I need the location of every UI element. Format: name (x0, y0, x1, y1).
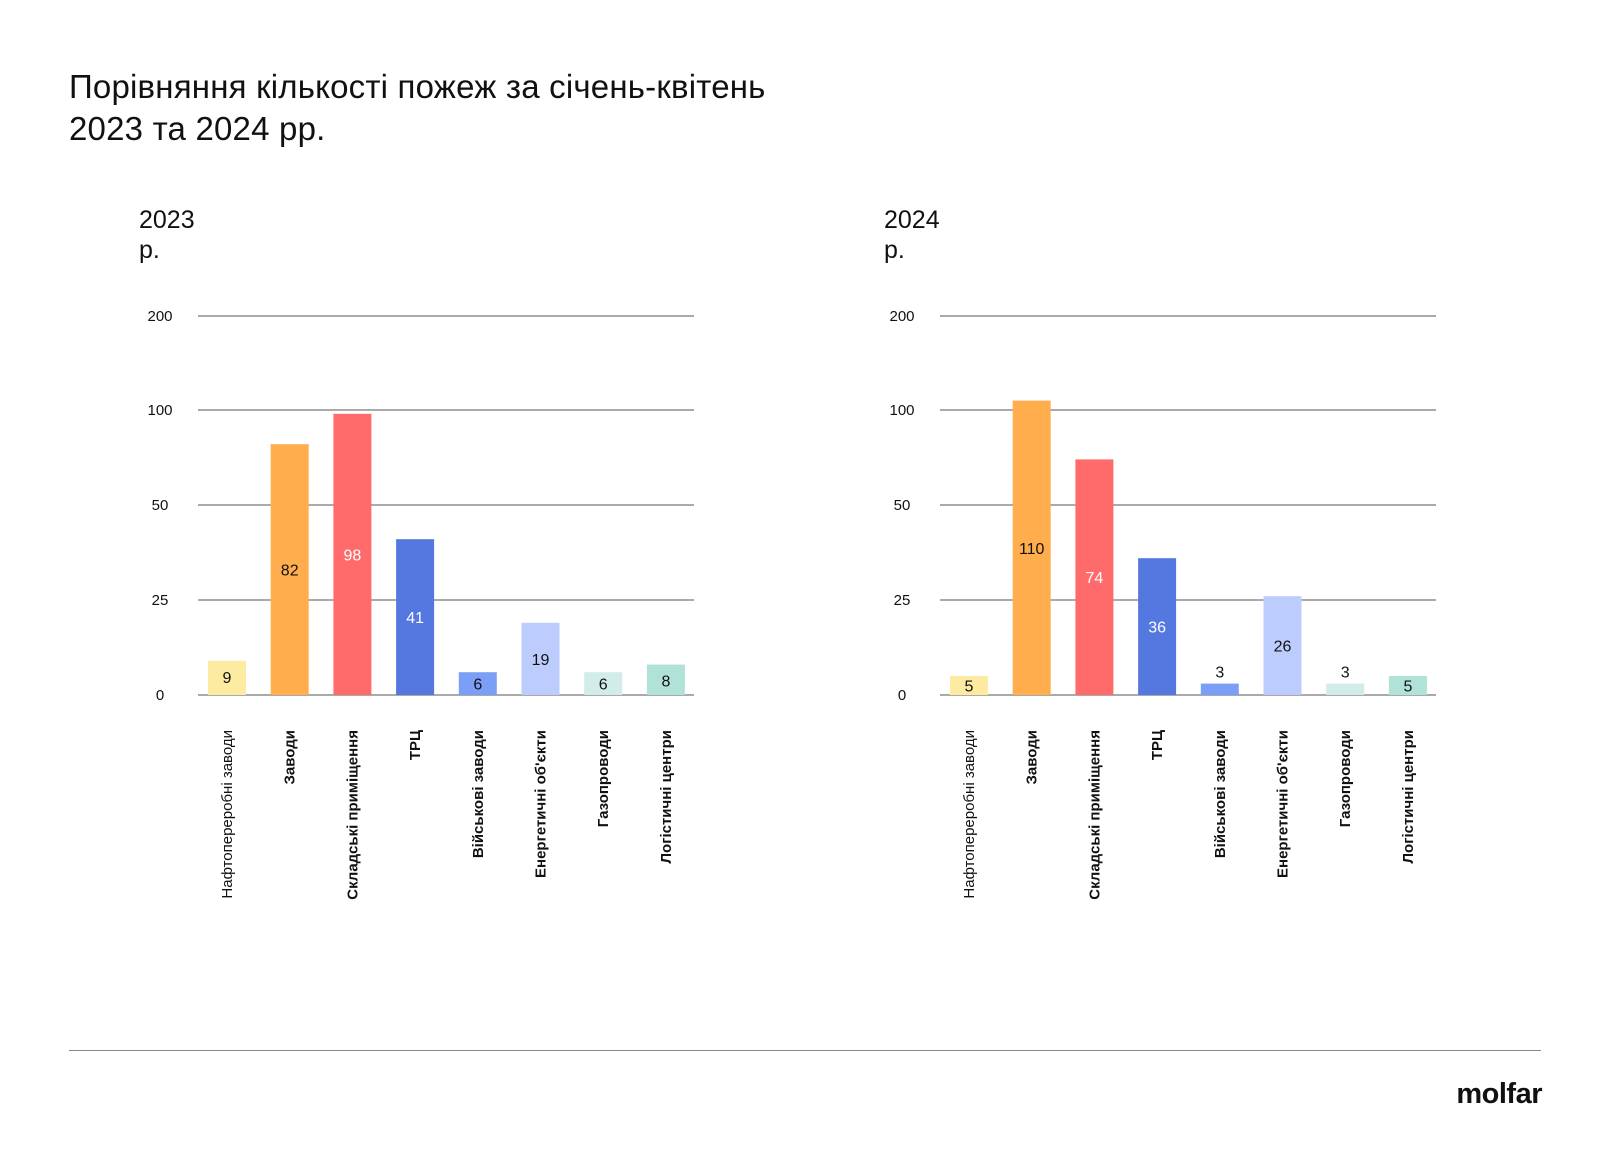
bar-value-label: 19 (532, 652, 550, 669)
y-tick-label: 25 (894, 592, 911, 609)
category-label: Логістичні центри (1400, 730, 1417, 863)
category-label: Нафтопереробні заводи (961, 730, 978, 899)
y-tick-label: 200 (889, 308, 914, 325)
bar-6 (1326, 683, 1365, 695)
bar-value-label: 6 (599, 677, 608, 694)
y-tick-label: 50 (152, 497, 169, 514)
bar-2 (1075, 459, 1114, 695)
bar-value-label: 3 (1215, 665, 1224, 682)
title-line-2: 2023 та 2024 рр. (69, 110, 326, 147)
bar-0 (208, 660, 246, 695)
bar-6 (584, 672, 623, 695)
bar-2 (333, 413, 372, 695)
bar-4 (1200, 683, 1239, 695)
bar-5 (1263, 596, 1302, 695)
title-line-1: Порівняння кількості пожеж за січень-кві… (69, 68, 766, 105)
page-title: Порівняння кількості пожеж за січень-кві… (69, 66, 766, 150)
category-label: Енергетичні об'єкти (533, 730, 550, 878)
category-label: Військові заводи (470, 730, 487, 858)
bar-5 (521, 622, 560, 695)
bar-0 (950, 676, 988, 695)
bar-3 (396, 539, 435, 695)
bar-value-label: 5 (965, 679, 974, 696)
category-label: Складські приміщення (344, 730, 361, 900)
category-label: ТРЦ (407, 730, 424, 760)
chart-svg-2023: 0 25 50 100 200 9 Нафтопереробні заводи 82 Завод… (147, 308, 694, 900)
chart-title-2023: 2023 р. (139, 206, 195, 264)
bar-value-label: 110 (1019, 541, 1045, 558)
chart-title-2024: 2024 р. (884, 206, 940, 264)
y-tick-label: 25 (152, 592, 169, 609)
category-label: Військові заводи (1212, 730, 1229, 858)
y-tick-label: 0 (898, 687, 906, 704)
bar-value-label: 36 (1148, 620, 1166, 637)
y-tick-label: 50 (894, 497, 911, 514)
y-tick-label: 0 (156, 687, 164, 704)
category-label: Енергетичні об'єкти (1275, 730, 1292, 878)
bar-1 (270, 444, 309, 695)
bar-4 (458, 672, 497, 695)
category-label: Газопроводи (1337, 730, 1354, 827)
category-label: Газопроводи (595, 730, 612, 827)
category-label: Заводи (282, 730, 299, 784)
category-label: Логістичні центри (658, 730, 675, 863)
bar-value-label: 8 (661, 674, 670, 691)
category-label: ТРЦ (1149, 730, 1166, 760)
bar-value-label: 82 (281, 563, 299, 580)
molfar-logo: molfar (1456, 1078, 1542, 1110)
bar-value-label: 41 (406, 610, 424, 627)
category-label: Нафтопереробні заводи (219, 730, 236, 899)
bar-value-label: 74 (1086, 570, 1104, 587)
bar-3 (1138, 558, 1177, 695)
bar-7 (1388, 676, 1427, 695)
bar-7 (646, 664, 685, 695)
y-tick-label: 100 (889, 402, 914, 419)
bar-value-label: 6 (473, 677, 482, 694)
y-tick-label: 100 (147, 402, 172, 419)
category-label: Складські приміщення (1086, 730, 1103, 900)
category-label: Заводи (1024, 730, 1041, 784)
bar-value-label: 98 (344, 547, 362, 564)
bar-value-label: 9 (223, 670, 232, 687)
bar-value-label: 5 (1403, 679, 1412, 696)
chart-svg-2024: 0 25 50 100 200 5 Нафтопереробні заводи 110 Заво… (889, 308, 1436, 900)
bar-value-label: 3 (1341, 665, 1350, 682)
bar-1 (1012, 400, 1051, 695)
bar-value-label: 26 (1274, 639, 1292, 656)
y-tick-label: 200 (147, 308, 172, 325)
footer-divider (69, 1050, 1541, 1051)
